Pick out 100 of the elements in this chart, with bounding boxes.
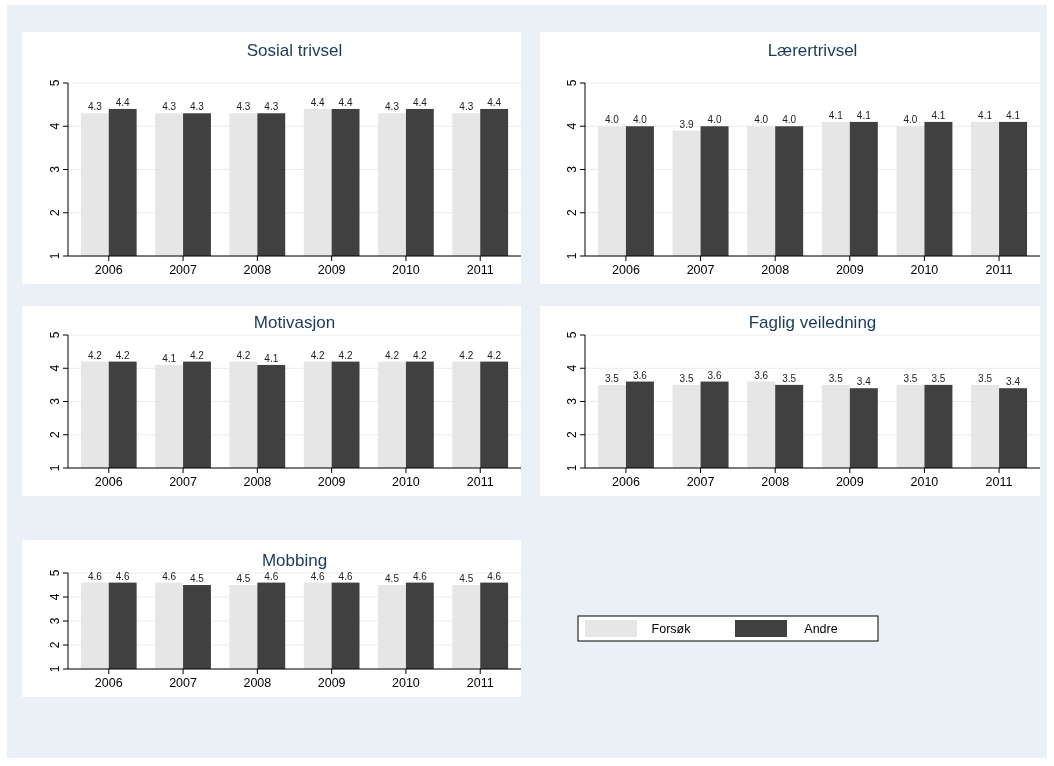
data-label: 4.6 bbox=[162, 570, 177, 582]
chart-title: Sosial trivsel bbox=[246, 41, 343, 60]
x-tick-label: 2011 bbox=[466, 475, 494, 489]
legend-label: Forsøk bbox=[651, 622, 692, 636]
x-tick-label: 2009 bbox=[835, 263, 864, 277]
x-tick-label: 2006 bbox=[94, 263, 123, 277]
data-label: 4.1 bbox=[828, 109, 844, 121]
y-tick-label: 5 bbox=[48, 331, 62, 339]
chart-title: Faglig veiledning bbox=[748, 313, 877, 332]
data-label: 4.6 bbox=[338, 570, 353, 582]
data-label: 4.0 bbox=[754, 114, 769, 126]
data-label: 4.2 bbox=[87, 349, 103, 361]
data-label: 4.0 bbox=[604, 114, 620, 126]
data-label: 4.4 bbox=[487, 96, 502, 108]
data-label: 3.5 bbox=[604, 372, 620, 384]
data-label: 4.5 bbox=[459, 573, 474, 584]
x-tick-label: 2010 bbox=[392, 475, 420, 489]
legend-label: Andre bbox=[804, 622, 838, 636]
y-tick-label: 1 bbox=[565, 252, 579, 260]
data-label: 3.6 bbox=[754, 369, 769, 381]
data-label: 4.2 bbox=[190, 349, 205, 361]
y-tick-label: 4 bbox=[565, 122, 579, 130]
y-tick-label: 1 bbox=[48, 252, 62, 260]
x-tick-label: 2008 bbox=[761, 263, 790, 277]
data-label: 4.1 bbox=[931, 109, 946, 121]
x-tick-label: 2006 bbox=[612, 263, 640, 277]
y-tick-label: 1 bbox=[48, 464, 62, 472]
data-label: 4.2 bbox=[412, 349, 428, 361]
data-label: 4.6 bbox=[115, 570, 131, 582]
y-tick-label: 2 bbox=[48, 209, 62, 217]
x-tick-label: 2008 bbox=[243, 475, 272, 489]
data-label: 3.5 bbox=[931, 372, 946, 384]
y-tick-label: 3 bbox=[565, 165, 579, 173]
x-tick-label: 2007 bbox=[169, 475, 198, 489]
data-label: 3.4 bbox=[856, 376, 872, 388]
x-tick-label: 2010 bbox=[910, 475, 939, 489]
data-label: 3.6 bbox=[707, 369, 722, 381]
data-label: 4.2 bbox=[459, 349, 474, 361]
chart-title: Motivasjon bbox=[253, 313, 336, 332]
x-tick-label: 2011 bbox=[985, 475, 1013, 489]
y-tick-label: 4 bbox=[565, 364, 579, 372]
x-tick-label: 2010 bbox=[392, 676, 420, 690]
y-tick-label: 2 bbox=[48, 641, 62, 649]
data-label: 4.3 bbox=[190, 101, 205, 113]
x-tick-label: 2006 bbox=[94, 676, 123, 690]
data-label: 4.2 bbox=[338, 349, 353, 361]
data-label: 4.4 bbox=[310, 96, 326, 108]
x-tick-label: 2008 bbox=[243, 676, 272, 690]
data-label: 4.3 bbox=[264, 101, 279, 113]
y-tick-label: 1 bbox=[48, 665, 62, 673]
data-label: 4.2 bbox=[487, 349, 502, 361]
x-tick-label: 2006 bbox=[94, 475, 123, 489]
y-tick-label: 2 bbox=[48, 431, 62, 439]
data-label: 4.0 bbox=[707, 114, 722, 126]
data-label: 4.2 bbox=[310, 349, 326, 361]
data-label: 4.5 bbox=[385, 573, 400, 584]
x-tick-label: 2009 bbox=[317, 676, 346, 690]
data-label: 4.1 bbox=[978, 109, 993, 121]
chart-title: Mobbing bbox=[261, 551, 328, 570]
data-label: 4.3 bbox=[385, 101, 400, 113]
x-tick-label: 2007 bbox=[169, 676, 198, 690]
y-tick-label: 5 bbox=[48, 569, 62, 577]
data-label: 4.6 bbox=[264, 570, 279, 582]
x-tick-label: 2007 bbox=[169, 263, 198, 277]
x-tick-label: 2011 bbox=[466, 263, 494, 277]
data-label: 3.5 bbox=[782, 372, 797, 384]
y-tick-label: 4 bbox=[48, 364, 62, 372]
data-label: 4.2 bbox=[385, 349, 400, 361]
data-label: 3.9 bbox=[679, 118, 694, 130]
x-tick-label: 2008 bbox=[243, 263, 272, 277]
data-label: 4.3 bbox=[459, 101, 474, 113]
x-tick-label: 2007 bbox=[686, 263, 715, 277]
data-label: 4.6 bbox=[487, 570, 502, 582]
x-tick-label: 2010 bbox=[910, 263, 939, 277]
data-label: 4.0 bbox=[782, 114, 797, 126]
y-tick-label: 4 bbox=[48, 593, 62, 601]
data-label: 4.6 bbox=[87, 570, 103, 582]
y-tick-label: 3 bbox=[48, 617, 62, 625]
y-tick-label: 2 bbox=[565, 431, 579, 439]
data-label: 4.6 bbox=[412, 570, 428, 582]
data-label: 3.5 bbox=[903, 372, 918, 384]
y-tick-label: 4 bbox=[48, 122, 62, 130]
data-label: 4.1 bbox=[162, 352, 177, 364]
x-tick-label: 2011 bbox=[466, 676, 494, 690]
y-tick-label: 5 bbox=[565, 79, 579, 87]
data-label: 4.0 bbox=[632, 114, 648, 126]
data-label: 3.6 bbox=[632, 369, 648, 381]
data-label: 4.3 bbox=[236, 101, 251, 113]
data-label: 4.1 bbox=[1006, 109, 1021, 121]
data-label: 4.2 bbox=[115, 349, 131, 361]
data-label: 4.5 bbox=[236, 573, 251, 584]
data-label: 4.2 bbox=[236, 349, 251, 361]
data-label: 3.5 bbox=[828, 372, 844, 384]
data-label: 4.4 bbox=[115, 96, 131, 108]
y-tick-label: 1 bbox=[565, 464, 579, 472]
y-tick-label: 5 bbox=[48, 79, 62, 87]
y-tick-label: 2 bbox=[565, 209, 579, 217]
y-tick-label: 3 bbox=[48, 165, 62, 173]
x-tick-label: 2009 bbox=[835, 475, 864, 489]
x-tick-label: 2010 bbox=[392, 263, 420, 277]
